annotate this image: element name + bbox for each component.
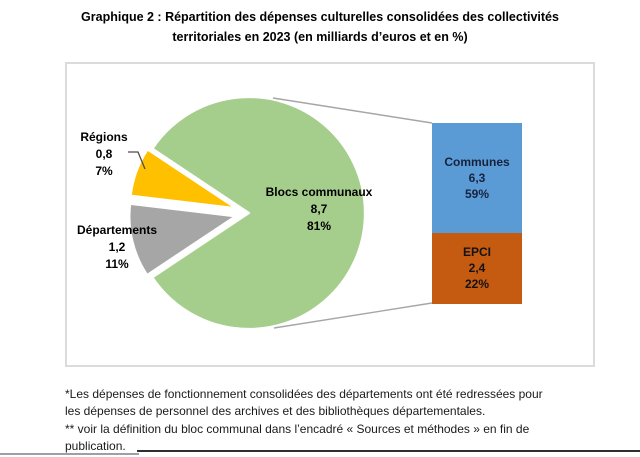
departements-pct: 11% (105, 257, 129, 271)
communes-value: 6,3 (468, 170, 486, 185)
departements-slice-label: Départements 1,2 11% (67, 222, 167, 273)
breakdown-stacked-bar: Communes 6,3 59% EPCI 2,4 22% (432, 123, 522, 304)
blocs-value: 8,7 (310, 202, 328, 216)
communes-name: Communes (444, 154, 510, 169)
regions-pct: 7% (95, 164, 113, 178)
footnote: *Les dépenses de fonctionnement consolid… (65, 386, 620, 455)
blocs-communaux-slice-label: Blocs communaux 8,7 81% (263, 184, 375, 235)
footnote-line-3: ** voir la définition du bloc communal d… (65, 421, 530, 436)
bar-segment-epci: EPCI 2,4 22% (432, 232, 522, 304)
communes-pct: 59% (464, 186, 490, 201)
blocs-name: Blocs communaux (265, 185, 373, 199)
footnote-line-1: *Les dépenses de fonctionnement consolid… (65, 387, 543, 401)
footnote-line-4: publication. (65, 438, 126, 453)
departements-value: 1,2 (108, 240, 126, 254)
title-line-2: territoriales en 2023 (en milliards d’eu… (172, 30, 468, 44)
blocs-pct: 81% (306, 219, 332, 233)
epci-name: EPCI (462, 245, 491, 260)
epci-value: 2,4 (468, 261, 486, 276)
bar-segment-communes: Communes 6,3 59% (432, 123, 522, 233)
bottom-rule-dark (137, 450, 640, 452)
epci-pct: 22% (464, 277, 490, 292)
pie-of-pie-chart (128, 95, 433, 331)
footnote-line-2: les dépenses de personnel des archives e… (65, 404, 486, 419)
chart-frame: Régions 0,8 7% Départements 1,2 11% Bloc… (65, 62, 595, 367)
regions-slice-label: Régions 0,8 7% (67, 129, 141, 180)
regions-name: Régions (80, 130, 128, 144)
regions-value: 0,8 (95, 147, 113, 161)
departements-name: Départements (76, 223, 158, 237)
bottom-rule-gray (0, 453, 139, 455)
title-line-1: Graphique 2 : Répartition des dépenses c… (81, 10, 559, 24)
page-title: Graphique 2 : Répartition des dépenses c… (0, 7, 640, 47)
